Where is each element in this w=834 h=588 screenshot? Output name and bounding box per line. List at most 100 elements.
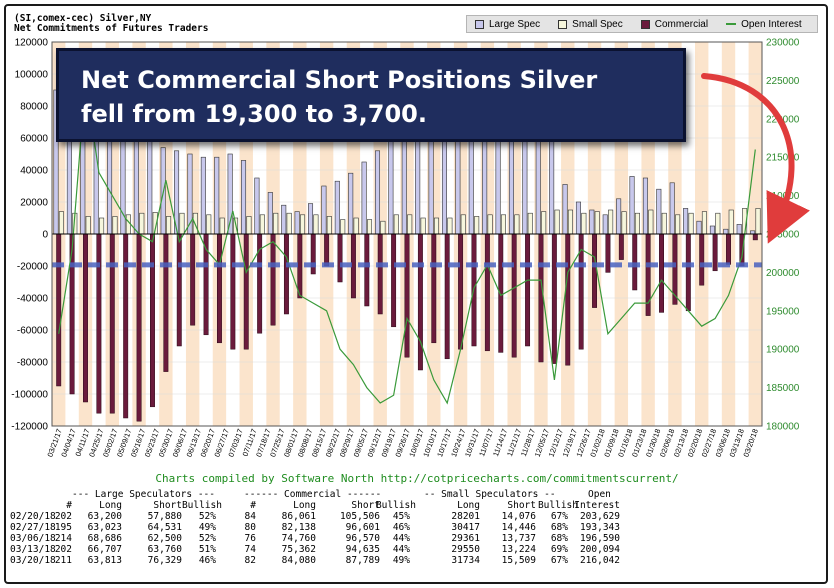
- bar-small-spec: [554, 209, 560, 235]
- table-cell: 67%: [550, 555, 568, 566]
- table-cell: 28201: [451, 511, 480, 522]
- table-cell: 67%: [550, 511, 568, 522]
- bar-large-spec: [294, 211, 300, 235]
- bar-small-spec: [380, 220, 386, 235]
- bar-commercial: [297, 233, 303, 299]
- bar-commercial: [83, 233, 88, 403]
- bar-commercial: [243, 233, 249, 350]
- bar-commercial: [605, 233, 611, 273]
- table-cell: 52%: [198, 533, 216, 544]
- bar-commercial: [484, 233, 490, 352]
- annotation-callout: Net Commercial Short Positions Silver fe…: [56, 48, 686, 142]
- table-cell: 82,138: [281, 522, 316, 533]
- bar-large-spec: [214, 156, 220, 235]
- table-cell: 03/13/18: [10, 544, 56, 555]
- table-cell: 76: [244, 533, 256, 544]
- table-cell: 63,023: [87, 522, 122, 533]
- bar-commercial: [458, 233, 464, 350]
- y-left-tick-label: 60000: [20, 134, 48, 145]
- table-cell: 14,446: [501, 522, 536, 533]
- bar-commercial: [391, 233, 397, 328]
- bar-commercial: [618, 233, 624, 260]
- y-left-tick-label: -80000: [17, 358, 49, 369]
- bar-commercial: [565, 233, 571, 366]
- bar-small-spec: [300, 214, 306, 235]
- bar-small-spec: [675, 214, 681, 235]
- bar-small-spec: [125, 214, 131, 235]
- table-cell: 62,500: [147, 533, 182, 544]
- bar-small-spec: [648, 209, 654, 235]
- table-cell: 75,362: [281, 544, 316, 555]
- bar-small-spec: [634, 212, 640, 235]
- bar-commercial: [592, 233, 598, 308]
- bar-large-spec: [616, 198, 622, 235]
- table-cell: 94,635: [345, 544, 380, 555]
- bar-large-spec: [321, 185, 327, 235]
- table-cell: 57,880: [147, 511, 182, 522]
- bar-large-spec: [254, 177, 260, 235]
- table-column-header: Long: [99, 500, 122, 511]
- table-column-header: Bullish: [375, 500, 416, 511]
- y-right-tick-label: 205000: [766, 230, 800, 241]
- bar-commercial: [270, 233, 276, 326]
- legend-label: Open Interest: [741, 18, 802, 30]
- bar-small-spec: [353, 217, 359, 235]
- table-cell: 211: [54, 555, 72, 566]
- y-left-tick-label: -40000: [17, 294, 49, 305]
- bar-small-spec: [728, 209, 734, 235]
- table-cell: 13,737: [501, 533, 536, 544]
- table-cell: 03/06/18: [10, 533, 56, 544]
- bar-commercial: [444, 233, 450, 360]
- table-column-header: #: [66, 500, 72, 511]
- bar-small-spec: [367, 219, 373, 235]
- table-row: 02/27/18 195 63,023 64,531 49% 80 82,138 96,601…: [10, 522, 630, 533]
- legend-label: Commercial: [654, 18, 709, 30]
- bar-commercial: [163, 233, 169, 372]
- bar-small-spec: [460, 214, 466, 235]
- y-left-tick-label: -60000: [17, 326, 49, 337]
- table-cell: 203,629: [579, 511, 620, 522]
- table-group-header: -- Small Speculators --: [424, 489, 556, 500]
- table-cell: 216,042: [579, 555, 620, 566]
- y-right-tick-label: 180000: [766, 422, 800, 433]
- bar-large-spec: [361, 161, 367, 235]
- y-left-tick-label: 40000: [20, 166, 48, 177]
- bar-small-spec: [166, 216, 172, 235]
- bar-commercial: [190, 233, 196, 326]
- bar-small-spec: [206, 214, 212, 235]
- table-group-header: ------ Commercial ------: [244, 489, 382, 500]
- table-row: 03/13/18 202 66,707 63,760 51% 74 75,362 94,635…: [10, 544, 630, 555]
- bar-large-spec: [602, 214, 608, 235]
- bar-large-spec: [187, 153, 193, 235]
- bar-commercial: [136, 233, 142, 422]
- bar-commercial: [96, 233, 102, 414]
- bar-large-spec: [428, 134, 434, 235]
- legend-label: Small Spec: [572, 18, 623, 30]
- table-cell: 13,224: [501, 544, 536, 555]
- bar-small-spec: [661, 212, 667, 235]
- table-row: 02/20/18 202 63,200 57,880 52% 84 86,061 105,50…: [10, 511, 630, 522]
- bar-commercial: [726, 233, 731, 265]
- bar-large-spec: [535, 134, 541, 235]
- table-column-header: Interest: [574, 500, 620, 511]
- bar-small-spec: [139, 212, 145, 235]
- legend-label: Large Spec: [489, 18, 541, 30]
- legend-item: Small Spec: [558, 19, 623, 30]
- bar-large-spec: [575, 201, 581, 235]
- bar-large-spec: [468, 137, 474, 235]
- bar-large-spec: [522, 137, 528, 235]
- table-column-header: #: [250, 500, 256, 511]
- open-interest-line: [58, 80, 756, 405]
- bar-small-spec: [246, 216, 252, 235]
- bar-small-spec: [447, 217, 453, 235]
- bar-commercial: [283, 233, 289, 315]
- bar-small-spec: [393, 214, 399, 235]
- bar-large-spec: [401, 137, 407, 235]
- bar-large-spec: [200, 156, 206, 235]
- bar-large-spec: [549, 137, 555, 235]
- table-column-header: Short: [153, 500, 182, 511]
- table-cell: 74,760: [281, 533, 316, 544]
- bar-commercial: [685, 233, 691, 312]
- table-column-header: Long: [293, 500, 316, 511]
- bar-large-spec: [562, 184, 568, 235]
